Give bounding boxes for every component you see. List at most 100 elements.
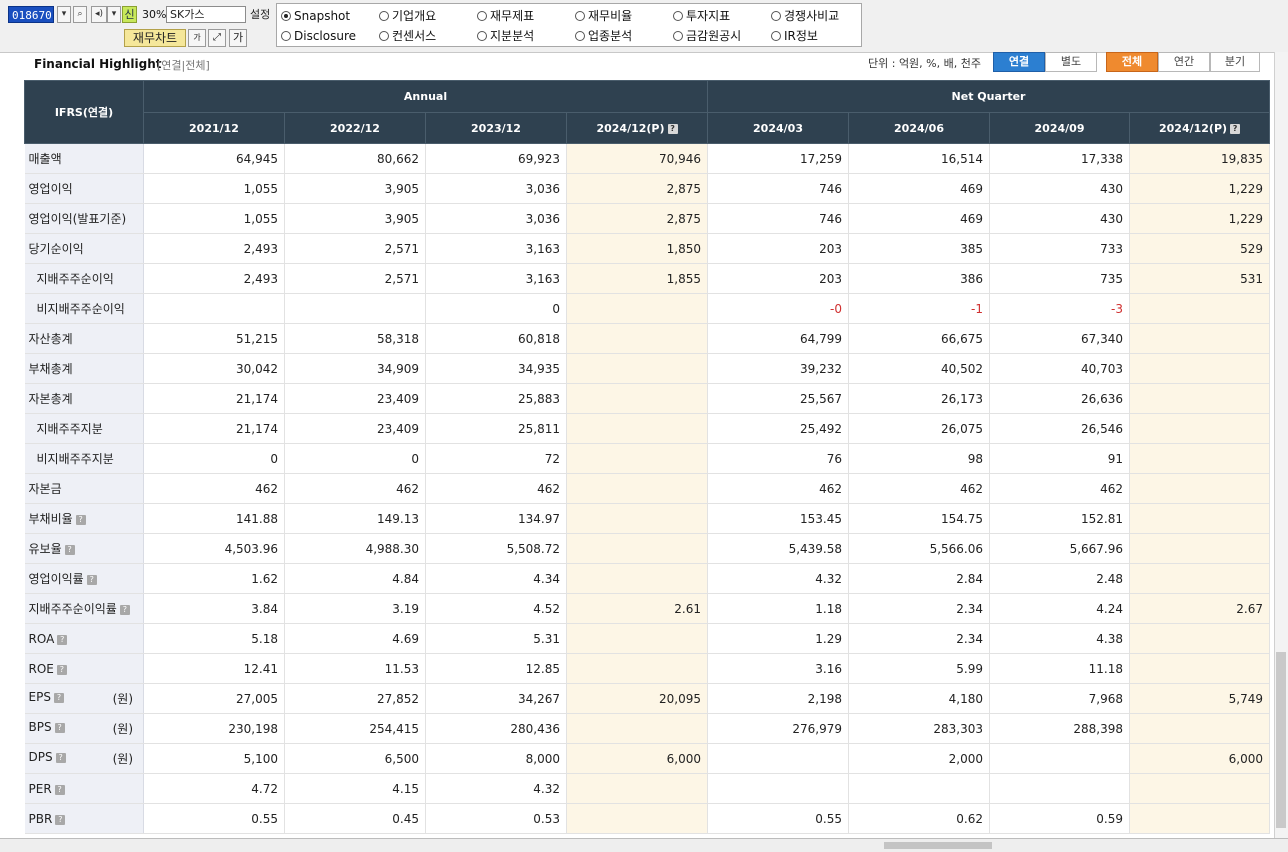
table-cell: 27,852	[284, 683, 426, 714]
table-cell: 5.31	[425, 623, 567, 654]
help-icon[interactable]: ?	[53, 693, 64, 703]
help-icon[interactable]: ?	[667, 123, 678, 134]
table-cell: 0.55	[707, 803, 850, 834]
table-cell	[566, 443, 709, 474]
table-cell: -1	[848, 293, 991, 324]
radio-financial-statements[interactable]: 재무제표	[477, 9, 534, 23]
table-cell	[566, 323, 709, 354]
help-icon[interactable]: ?	[64, 545, 75, 555]
row-label[interactable]: BPS? (원)	[24, 713, 144, 744]
table-cell: 531	[1129, 263, 1271, 294]
table-cell: 60,818	[425, 323, 567, 354]
radio-consensus[interactable]: 컨센서스	[379, 29, 436, 43]
row-label[interactable]: 지배주주지분	[24, 413, 144, 444]
table-cell	[566, 473, 709, 504]
row-label[interactable]: ROE?	[24, 653, 144, 684]
corner-header: IFRS(연결)	[24, 80, 144, 144]
font-decrease-button[interactable]: 가	[188, 29, 206, 47]
table-cell: 34,909	[284, 353, 426, 384]
row-unit: (원)	[112, 752, 133, 766]
radio-fss-disclosure[interactable]: 금감원공시	[673, 29, 741, 43]
table-cell: 4.38	[989, 623, 1131, 654]
radio-company-overview[interactable]: 기업개요	[379, 9, 436, 23]
financial-highlight-table: IFRS(연결) Annual Net Quarter 2021/12 2022/…	[24, 80, 1271, 834]
vertical-scroll-thumb[interactable]	[1276, 652, 1286, 828]
toggle-quarterly[interactable]: 분기	[1210, 52, 1260, 72]
radio-industry-analysis[interactable]: 업종분석	[575, 29, 632, 43]
row-label[interactable]: 비지배주주순이익	[24, 293, 144, 324]
radio-investment-indicators[interactable]: 투자지표	[673, 9, 730, 23]
row-label[interactable]: 자산총계	[24, 323, 144, 354]
stock-code-input[interactable]: 018670	[8, 6, 54, 23]
row-label[interactable]: 부채비율?	[24, 503, 144, 534]
search-icon[interactable]: ⌕	[73, 6, 87, 23]
row-label[interactable]: 영업이익률?	[24, 563, 144, 594]
help-icon[interactable]: ?	[55, 753, 66, 763]
company-name-field[interactable]: SK가스	[166, 6, 246, 23]
toggle-consolidated[interactable]: 연결	[993, 52, 1045, 72]
table-cell: 3.84	[143, 593, 285, 624]
horizontal-scroll-thumb[interactable]	[884, 842, 992, 849]
radio-financial-ratio[interactable]: 재무비율	[575, 9, 632, 23]
radio-icon	[771, 31, 781, 41]
setting-link[interactable]: 설정	[250, 8, 271, 21]
section-subtitle: [연결|전체]	[157, 59, 210, 72]
row-label[interactable]: DPS? (원)	[24, 743, 144, 774]
row-label[interactable]: 영업이익	[24, 173, 144, 204]
row-label[interactable]: 매출액	[24, 143, 144, 174]
new-badge[interactable]: 신	[122, 6, 137, 23]
radio-ir-info[interactable]: IR정보	[771, 29, 818, 43]
help-icon[interactable]: ?	[54, 784, 65, 795]
help-icon[interactable]: ?	[119, 605, 130, 615]
row-label[interactable]: 영업이익(발표기준)	[24, 203, 144, 234]
help-icon[interactable]: ?	[86, 575, 97, 585]
radio-peer-comparison[interactable]: 경쟁사비교	[771, 9, 839, 23]
table-cell: -3	[989, 293, 1131, 324]
table-cell: 1.18	[707, 593, 850, 624]
table-cell	[1129, 353, 1271, 384]
row-label[interactable]: 유보율?	[24, 533, 144, 564]
dropdown-arrow-icon[interactable]: ▾	[57, 6, 71, 23]
help-icon[interactable]: ?	[1230, 123, 1241, 134]
quarter-group-header: Net Quarter	[707, 80, 1271, 113]
font-increase-button[interactable]: 가	[229, 29, 247, 47]
row-label[interactable]: EPS? (원)	[24, 683, 144, 714]
toggle-annual[interactable]: 연간	[1158, 52, 1210, 72]
vertical-scrollbar[interactable]	[1274, 52, 1288, 838]
table-cell: 2.61	[566, 593, 709, 624]
table-cell: 469	[848, 203, 991, 234]
table-cell: 0.62	[848, 803, 991, 834]
help-icon[interactable]: ?	[56, 664, 67, 675]
help-icon[interactable]: ?	[57, 634, 68, 645]
row-unit: (원)	[112, 722, 133, 736]
horizontal-scrollbar[interactable]	[0, 838, 1288, 852]
row-label[interactable]: 부채총계	[24, 353, 144, 384]
table-cell: 2,493	[143, 233, 285, 264]
row-label[interactable]: 지배주주순이익률?	[24, 593, 144, 624]
table-row: 지배주주순이익률? 3.84 3.19 4.52 2.61 1.18 2.34 4.24 2.6…	[24, 593, 1271, 624]
help-icon[interactable]: ?	[54, 723, 65, 733]
speaker-icon[interactable]: ◂)	[91, 6, 107, 23]
row-label[interactable]: PER?	[24, 773, 144, 804]
radio-disclosure[interactable]: Disclosure	[281, 29, 356, 43]
help-icon[interactable]: ?	[75, 515, 86, 525]
toggle-all[interactable]: 전체	[1106, 52, 1158, 72]
row-label[interactable]: PBR?	[24, 803, 144, 834]
radio-snapshot[interactable]: Snapshot	[281, 9, 350, 23]
toggle-separate[interactable]: 별도	[1045, 52, 1097, 72]
expand-icon[interactable]: ⤢	[208, 29, 226, 47]
dropdown-arrow-icon[interactable]: ▾	[107, 6, 121, 23]
radio-icon	[379, 31, 389, 41]
financial-chart-button[interactable]: 재무차트	[124, 29, 186, 47]
font-large-label: 가	[232, 31, 244, 44]
table-cell	[143, 293, 285, 324]
radio-shareholding[interactable]: 지분분석	[477, 29, 534, 43]
row-label[interactable]: ROA?	[24, 623, 144, 654]
row-label[interactable]: 자본금	[24, 473, 144, 504]
row-label[interactable]: 지배주주순이익	[24, 263, 144, 294]
row-label[interactable]: 당기순이익	[24, 233, 144, 264]
table-cell: 26,546	[989, 413, 1131, 444]
row-label[interactable]: 자본총계	[24, 383, 144, 414]
row-label[interactable]: 비지배주주지분	[24, 443, 144, 474]
help-icon[interactable]: ?	[55, 814, 66, 825]
